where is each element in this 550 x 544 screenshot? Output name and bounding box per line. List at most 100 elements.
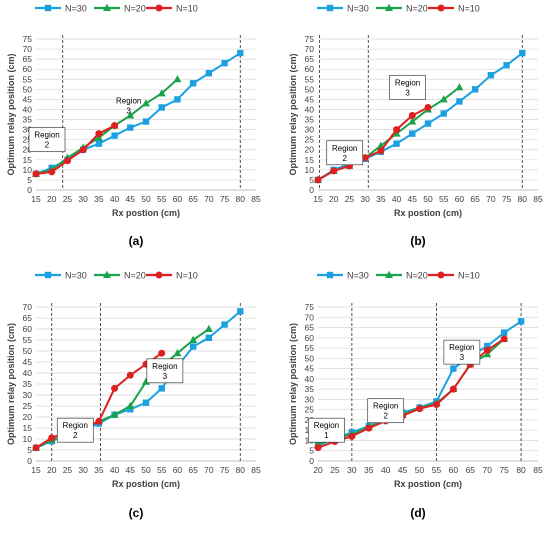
- data-point: [455, 83, 464, 91]
- x-tick-label: 40: [110, 465, 120, 475]
- y-tick-label: 5: [27, 175, 32, 185]
- data-point: [32, 170, 40, 178]
- data-point: [519, 49, 526, 57]
- data-point: [377, 147, 385, 155]
- data-point: [416, 405, 424, 413]
- data-point: [126, 371, 134, 379]
- x-tick-label: 15: [313, 194, 323, 204]
- y-tick-label: 75: [305, 302, 315, 312]
- data-point: [111, 384, 119, 392]
- legend-label: N=10: [458, 4, 480, 14]
- region-label-line: Region: [116, 96, 141, 105]
- y-tick-label: 0: [27, 185, 32, 195]
- x-tick-label: 85: [533, 194, 543, 204]
- legend-label: N=20: [406, 271, 428, 281]
- x-tick-label: 25: [63, 465, 73, 475]
- y-tick-label: 70: [23, 302, 33, 312]
- x-axis-label: Rx postion (cm): [112, 208, 180, 218]
- legend-label: N=10: [458, 271, 480, 281]
- data-point: [365, 424, 373, 432]
- data-point: [110, 410, 119, 418]
- x-tick-label: 25: [345, 194, 355, 204]
- x-tick-label: 40: [392, 194, 402, 204]
- x-tick-label: 15: [31, 465, 41, 475]
- x-axis-label: Rx postion (cm): [112, 479, 180, 489]
- y-tick-label: 60: [305, 64, 315, 74]
- data-point: [79, 146, 87, 154]
- data-point: [173, 75, 182, 83]
- y-tick-label: 35: [305, 115, 315, 125]
- region-box: [308, 417, 345, 443]
- y-tick-label: 45: [23, 94, 33, 104]
- y-tick-label: 35: [23, 115, 33, 125]
- x-tick-label: 45: [398, 465, 408, 475]
- y-tick-label: 50: [23, 84, 33, 94]
- x-tick-label: 55: [157, 465, 167, 475]
- legend: N=30 N=20 N=10: [317, 271, 480, 281]
- data-point: [409, 130, 416, 137]
- x-tick-label: 65: [470, 194, 480, 204]
- data-point: [408, 117, 417, 125]
- legend-label: N=30: [347, 4, 369, 14]
- x-tick-label: 20: [329, 194, 339, 204]
- legend-marker: [103, 270, 111, 278]
- y-tick-label: 30: [23, 125, 33, 135]
- y-tick-label: 70: [305, 44, 315, 54]
- region-label-line: Region: [34, 131, 59, 140]
- x-tick-label: 30: [347, 465, 357, 475]
- series-n-20: [32, 75, 182, 177]
- y-tick-label: 55: [23, 335, 33, 345]
- data-point: [189, 80, 197, 87]
- x-tick-label: 30: [360, 194, 370, 204]
- series-line: [317, 86, 461, 181]
- legend-marker: [44, 4, 52, 12]
- series-line: [317, 320, 522, 447]
- y-tick-label: 45: [305, 94, 315, 104]
- y-tick-label: 75: [305, 34, 315, 44]
- y-tick-label: 70: [305, 312, 315, 322]
- legend-marker: [326, 4, 334, 12]
- x-tick-label: 65: [188, 465, 198, 475]
- x-tick-label: 75: [220, 465, 230, 475]
- x-tick-label: 60: [173, 465, 183, 475]
- data-point: [483, 350, 492, 358]
- chart-panel-c: N=30 N=20 N=100510152025303540455055606570…: [6, 271, 261, 521]
- region-label-line: Region: [395, 78, 420, 87]
- data-point: [48, 434, 56, 442]
- region-label-line: 2: [342, 154, 347, 163]
- x-tick-label: 65: [188, 194, 198, 204]
- y-axis-label: Optimum relay position (cm): [288, 323, 298, 445]
- y-axis-label: Optimum relay position (cm): [288, 53, 298, 175]
- x-tick-label: 40: [110, 194, 120, 204]
- y-tick-label: 55: [305, 74, 315, 84]
- y-tick-label: 10: [23, 165, 33, 175]
- x-tick-label: 80: [236, 465, 246, 475]
- chart-panel-d: N=30N=20N=100510152025303540455055606570…: [288, 271, 543, 521]
- data-point: [432, 401, 440, 409]
- x-tick-label: 85: [251, 465, 261, 475]
- legend-marker: [385, 270, 393, 278]
- x-tick-label: 55: [439, 194, 449, 204]
- data-point: [487, 72, 495, 79]
- y-tick-label: 55: [23, 74, 33, 84]
- y-tick-label: 30: [23, 390, 33, 400]
- y-tick-label: 65: [305, 54, 315, 64]
- y-tick-label: 5: [27, 445, 32, 455]
- y-tick-label: 35: [23, 379, 33, 389]
- x-tick-label: 30: [78, 465, 88, 475]
- data-point: [348, 432, 356, 440]
- x-tick-label: 35: [364, 465, 374, 475]
- x-tick-label: 25: [63, 194, 73, 204]
- y-tick-label: 65: [23, 54, 33, 64]
- data-point: [483, 346, 491, 354]
- y-tick-label: 50: [305, 84, 315, 94]
- x-tick-label: 50: [423, 194, 433, 204]
- x-axis-label: Rx postion (cm): [394, 479, 462, 489]
- x-tick-label: 20: [313, 465, 323, 475]
- region-label-line: Region: [332, 144, 357, 153]
- data-point: [449, 385, 457, 393]
